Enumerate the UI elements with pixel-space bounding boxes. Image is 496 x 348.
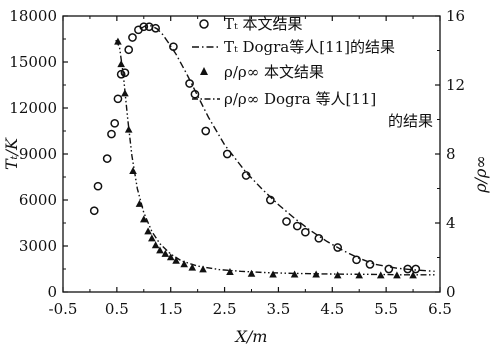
point-rho-present (172, 256, 180, 264)
y-right-tick-label: 0 (446, 283, 456, 301)
point-tt-present (222, 149, 232, 159)
point-rho-present (166, 253, 175, 261)
point-rho-present (117, 60, 125, 68)
point-tt-present (266, 195, 275, 205)
point-tt-present (185, 79, 194, 88)
x-axis-label: X/m (234, 327, 268, 346)
y-left-tick-label: 12000 (9, 99, 57, 117)
point-tt-present (403, 264, 413, 274)
legend: Tₜ 本文结果 Tₜ Dogra等人[11]的结果 ρ/ρ∞ 本文结果 ρ/ρ∞ Do… (192, 15, 433, 130)
point-tt-present (93, 181, 103, 191)
x-tick-label: 1.5 (159, 300, 183, 318)
point-rho-present (129, 167, 137, 175)
y-right-tick-label: 4 (446, 214, 456, 232)
point-rho-present (156, 246, 164, 254)
point-rho-present (312, 270, 320, 278)
legend-marker-circle (199, 19, 209, 29)
point-rho-present (135, 199, 144, 207)
y-left-tick-label: 3000 (19, 237, 57, 255)
point-tt-present (301, 227, 310, 237)
y-right-tick-label: 12 (446, 76, 465, 94)
point-rho-present (151, 241, 160, 249)
x-tick-label: 2.5 (213, 300, 237, 318)
plot-frame (62, 15, 441, 293)
point-tt-present (110, 118, 120, 128)
y-right-tick-label: 8 (446, 145, 456, 163)
point-rho-present (180, 260, 188, 268)
point-tt-present (333, 243, 343, 252)
point-tt-present (190, 89, 200, 99)
legend-label: Tₜ 本文结果 (224, 15, 302, 33)
legend-label: ρ/ρ∞ 本文结果 (224, 63, 324, 81)
point-tt-present (352, 255, 361, 265)
points-layer (89, 22, 421, 279)
point-tt-present (365, 260, 375, 269)
point-tt-present (411, 264, 421, 274)
legend-marker-triangle (200, 67, 208, 75)
y-right-axis-label: ρ/ρ∞ (471, 155, 490, 194)
point-rho-present (269, 270, 277, 278)
point-tt-present (139, 22, 149, 32)
point-rho-present (124, 125, 133, 133)
lines-layer (115, 24, 435, 276)
legend-label: ρ/ρ∞ Dogra 等人[11] (224, 90, 376, 108)
point-tt-present (201, 126, 211, 136)
point-tt-present (120, 68, 130, 78)
point-tt-present (128, 33, 137, 42)
point-rho-present (188, 263, 197, 271)
point-tt-present (384, 264, 394, 274)
axes-layer: -0.5 0.5 1.5 2.5 3.5 4.5 5.5 6.5030006000900012… (2, 7, 490, 346)
x-tick-label: 3.5 (266, 300, 290, 318)
point-tt-present (241, 171, 251, 180)
point-tt-present (314, 233, 324, 243)
x-tick-label: -0.5 (49, 300, 78, 318)
y-right-tick-label: 16 (446, 7, 465, 25)
y-left-tick-label: 9000 (19, 145, 57, 163)
point-rho-present (333, 271, 342, 279)
x-tick-label: 4.5 (320, 300, 344, 318)
y-left-tick-label: 0 (47, 283, 57, 301)
x-tick-label: 6.5 (428, 300, 452, 318)
point-rho-present (247, 269, 256, 277)
point-rho-present (121, 89, 129, 97)
point-rho-present (290, 270, 299, 278)
point-rho-present (199, 265, 207, 273)
point-rho-present (226, 267, 234, 275)
point-tt-present (151, 23, 160, 33)
point-rho-present (376, 271, 385, 279)
point-rho-present (355, 271, 364, 279)
point-tt-present (292, 221, 302, 231)
series-line-tt-dogra (140, 24, 435, 272)
point-tt-present (107, 129, 116, 139)
point-tt-present (102, 154, 112, 163)
point-tt-present (169, 42, 178, 52)
y-left-tick-label: 18000 (9, 7, 57, 25)
legend-label-line2: 的结果 (388, 112, 433, 130)
point-rho-present (144, 227, 152, 235)
point-rho-present (393, 271, 401, 279)
y-left-axis-label: Tₜ/K (2, 137, 21, 170)
point-rho-present (114, 37, 122, 45)
y-left-tick-label: 6000 (19, 191, 57, 209)
y-left-tick-label: 15000 (9, 53, 57, 71)
point-rho-present (161, 249, 170, 257)
point-rho-present (148, 234, 156, 242)
point-rho-present (139, 215, 148, 223)
point-tt-present (282, 217, 291, 226)
legend-label: Tₜ Dogra等人[11]的结果 (224, 38, 395, 56)
point-tt-present (124, 45, 134, 55)
x-tick-label: 0.5 (105, 300, 129, 318)
x-tick-label: 5.5 (374, 300, 398, 318)
point-tt-present (89, 206, 99, 216)
point-tt-present (113, 94, 123, 104)
point-rho-present (409, 271, 417, 279)
